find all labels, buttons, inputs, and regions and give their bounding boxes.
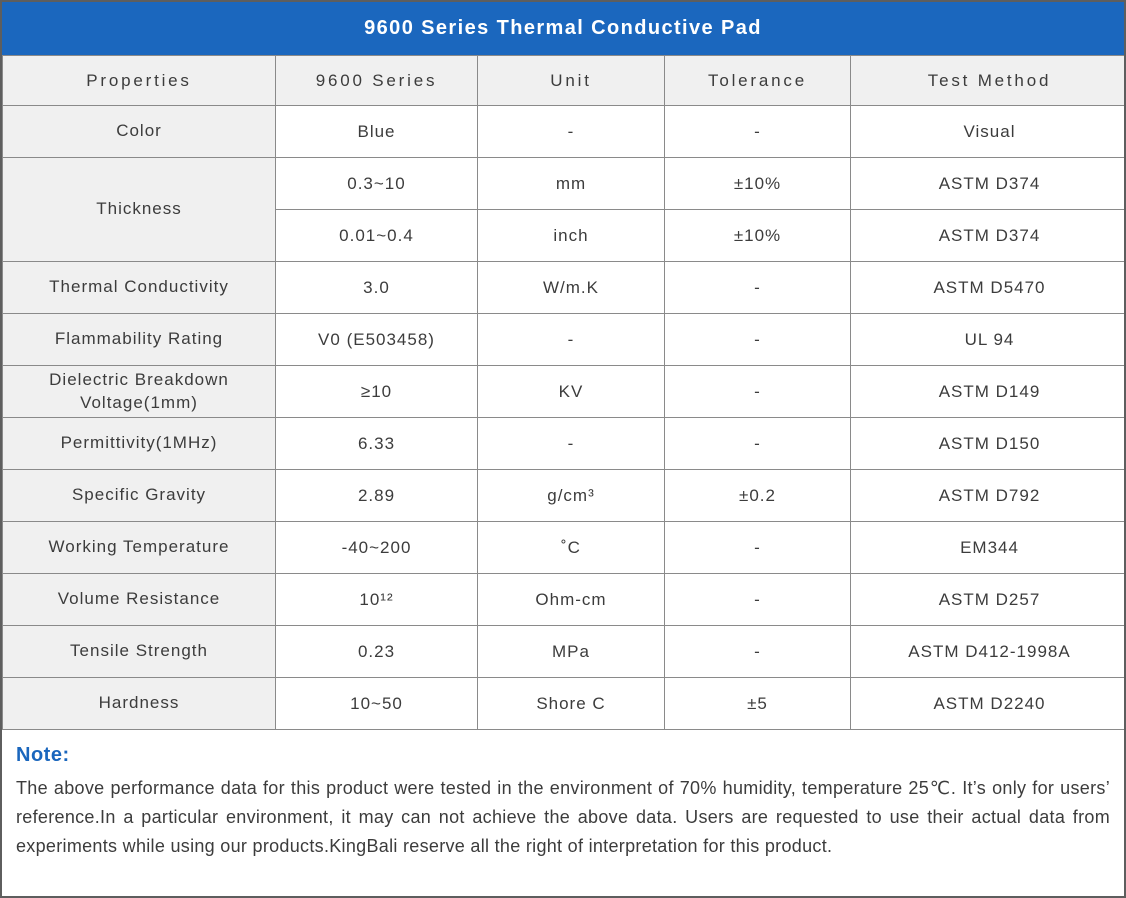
title-banner: 9600 Series Thermal Conductive Pad [2,2,1124,55]
tolerance-cell: - [664,417,851,470]
test-method-cell: ASTM D374 [850,157,1124,210]
table-row: Color Blue - - Visual [2,105,1124,158]
table-row: 0.01~0.4 inch ±10% ASTM D374 [3,209,1124,262]
tolerance-cell: - [664,365,851,418]
test-method-cell: ASTM D150 [850,417,1124,470]
tolerance-cell: ±5 [664,677,851,730]
table-row: Permittivity(1MHz) 6.33 - - ASTM D150 [2,417,1124,470]
test-method-cell: ASTM D412-1998A [850,625,1124,678]
note-label: Note: [16,744,70,766]
tolerance-cell: ±10% [664,209,851,262]
test-method-cell: ASTM D2240 [850,677,1124,730]
col-header-test-method: Test Method [850,55,1124,106]
table-row: Working Temperature -40~200 ˚C - EM344 [2,521,1124,574]
property-cell: Thermal Conductivity [2,261,276,314]
col-header-series: 9600 Series [275,55,478,106]
unit-cell: KV [477,365,665,418]
col-header-tolerance: Tolerance [664,55,851,106]
value-cell: V0 (E503458) [275,313,478,366]
page-title: 9600 Series Thermal Conductive Pad [364,17,762,39]
value-cell: Blue [275,105,478,158]
tolerance-cell: - [664,313,851,366]
unit-cell: MPa [477,625,665,678]
property-cell: Volume Resistance [2,573,276,626]
table-row: Thermal Conductivity 3.0 W/m.K - ASTM D5… [2,261,1124,314]
table-row: Volume Resistance 10¹² Ohm-cm - ASTM D25… [2,573,1124,626]
col-header-properties: Properties [2,55,276,106]
tolerance-cell: - [664,105,851,158]
value-cell: 6.33 [275,417,478,470]
table-row: Dielectric Breakdown Voltage(1mm) ≥10 KV… [2,365,1124,418]
note-section: Note: The above performance data for thi… [2,730,1124,861]
value-cell: 0.01~0.4 [275,209,478,262]
unit-cell: mm [477,157,665,210]
unit-cell: g/cm³ [477,469,665,522]
col-header-unit: Unit [477,55,665,106]
property-cell: Tensile Strength [2,625,276,678]
test-method-cell: Visual [850,105,1124,158]
property-cell: Dielectric Breakdown Voltage(1mm) [2,365,276,418]
value-cell: 2.89 [275,469,478,522]
note-text: The above performance data for this prod… [16,778,1110,856]
unit-cell: - [477,417,665,470]
property-cell: Working Temperature [2,521,276,574]
unit-cell: Ohm-cm [477,573,665,626]
test-method-cell: ASTM D792 [850,469,1124,522]
tolerance-cell: ±10% [664,157,851,210]
test-method-cell: UL 94 [850,313,1124,366]
property-cell: Thickness [2,157,276,262]
property-cell: Specific Gravity [2,469,276,522]
unit-cell: ˚C [477,521,665,574]
tolerance-cell: - [664,573,851,626]
unit-cell: - [477,313,665,366]
header-row: Properties 9600 Series Unit Tolerance Te… [2,55,1124,106]
test-method-cell: EM344 [850,521,1124,574]
table-row: Flammability Rating V0 (E503458) - - UL … [2,313,1124,366]
test-method-cell: ASTM D149 [850,365,1124,418]
value-cell: -40~200 [275,521,478,574]
property-cell: Flammability Rating [2,313,276,366]
value-cell: 0.23 [275,625,478,678]
unit-cell: W/m.K [477,261,665,314]
table-row: Tensile Strength 0.23 MPa - ASTM D412-19… [2,625,1124,678]
property-cell: Color [2,105,276,158]
value-cell: 10¹² [275,573,478,626]
tolerance-cell: - [664,261,851,314]
property-cell: Hardness [2,677,276,730]
tolerance-cell: - [664,521,851,574]
test-method-cell: ASTM D5470 [850,261,1124,314]
unit-cell: Shore C [477,677,665,730]
tolerance-cell: - [664,625,851,678]
test-method-cell: ASTM D374 [850,209,1124,262]
table-row: Thickness 0.3~10 mm ±10% ASTM D374 [2,157,1124,262]
table-row: Hardness 10~50 Shore C ±5 ASTM D2240 [2,677,1124,730]
spec-table: Properties 9600 Series Unit Tolerance Te… [2,55,1124,730]
table-row: Specific Gravity 2.89 g/cm³ ±0.2 ASTM D7… [2,469,1124,522]
value-cell: 0.3~10 [275,157,478,210]
property-cell: Permittivity(1MHz) [2,417,276,470]
value-cell: 3.0 [275,261,478,314]
unit-cell: inch [477,209,665,262]
tolerance-cell: ±0.2 [664,469,851,522]
value-cell: 10~50 [275,677,478,730]
test-method-cell: ASTM D257 [850,573,1124,626]
value-cell: ≥10 [275,365,478,418]
unit-cell: - [477,105,665,158]
